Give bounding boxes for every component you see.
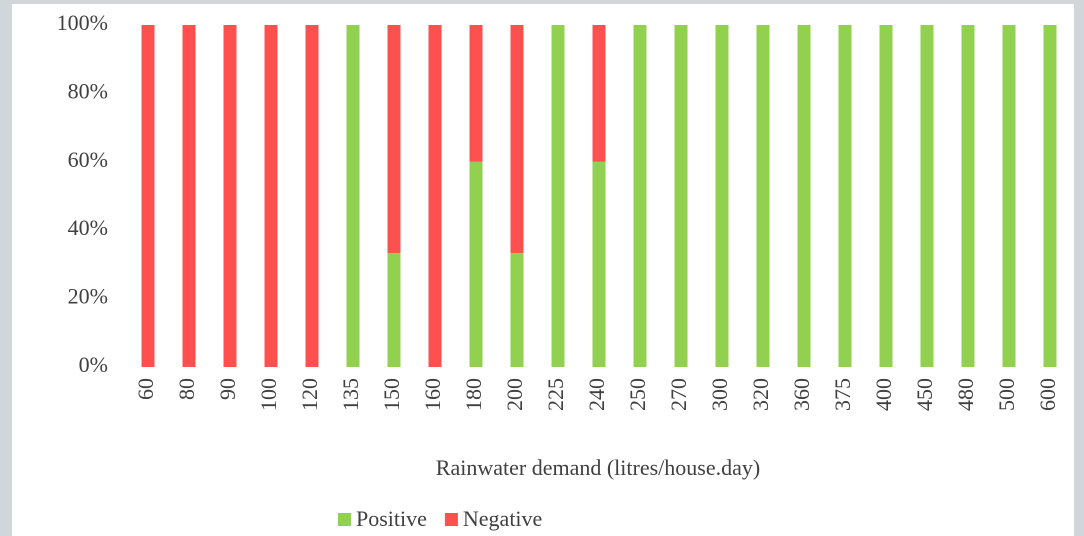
bar-segment	[346, 25, 360, 367]
x-tick-label: 100	[256, 378, 281, 411]
bar-segment	[592, 161, 606, 367]
x-tick-label: 160	[420, 378, 445, 411]
x-tick-label: 90	[215, 378, 240, 400]
y-tick-label: 40%	[68, 215, 108, 240]
bar-segment	[510, 25, 524, 254]
x-tick-label: 360	[789, 378, 814, 411]
bar-segment	[182, 25, 196, 367]
bar-segment	[879, 25, 893, 367]
bar-segment	[674, 25, 688, 367]
bar-segment	[469, 161, 483, 367]
bar-segment	[715, 25, 729, 367]
bar-segment	[633, 25, 647, 367]
x-tick-label: 270	[666, 378, 691, 411]
bar-segment	[838, 25, 852, 367]
y-tick-label: 80%	[68, 78, 108, 103]
x-tick-label: 450	[912, 378, 937, 411]
bar-segment	[961, 25, 975, 367]
x-tick-label: 60	[133, 378, 158, 400]
bar-segment	[469, 25, 483, 162]
x-tick-label: 600	[1035, 378, 1060, 411]
legend-swatch	[338, 513, 351, 526]
bar-segment	[797, 25, 811, 367]
bar-segment	[510, 253, 524, 367]
y-tick-label: 20%	[68, 284, 108, 309]
y-tick-label: 100%	[57, 10, 108, 35]
y-tick-label: 0%	[79, 352, 108, 377]
bar-segment	[1002, 25, 1016, 367]
bar-segment	[756, 25, 770, 367]
legend-label: Negative	[463, 506, 542, 531]
bar-segment	[223, 25, 237, 367]
x-tick-label: 180	[461, 378, 486, 411]
x-tick-label: 375	[830, 378, 855, 411]
x-tick-label: 120	[297, 378, 322, 411]
x-tick-label: 80	[174, 378, 199, 400]
x-tick-label: 150	[379, 378, 404, 411]
bar-segment	[1043, 25, 1057, 367]
x-tick-label: 240	[584, 378, 609, 411]
bar-segment	[592, 25, 606, 162]
x-tick-label: 400	[871, 378, 896, 411]
x-tick-label: 480	[953, 378, 978, 411]
bar-segment	[387, 253, 401, 367]
x-tick-label: 300	[707, 378, 732, 411]
bar-segment	[428, 25, 442, 367]
bar-segment	[264, 25, 278, 367]
x-tick-label: 320	[748, 378, 773, 411]
x-tick-label: 250	[625, 378, 650, 411]
x-tick-label: 200	[502, 378, 527, 411]
x-tick-label: 135	[338, 378, 363, 411]
bar-segment	[305, 25, 319, 367]
legend-label: Positive	[356, 506, 427, 531]
bar-segment	[141, 25, 155, 367]
x-tick-label: 500	[994, 378, 1019, 411]
legend-swatch	[444, 513, 458, 526]
bar-segment	[551, 25, 565, 367]
x-axis-title: Rainwater demand (litres/house.day)	[436, 455, 760, 480]
bar-segment	[387, 25, 401, 254]
y-tick-label: 60%	[68, 147, 108, 172]
x-tick-label: 225	[543, 378, 568, 411]
bar-segment	[920, 25, 934, 367]
